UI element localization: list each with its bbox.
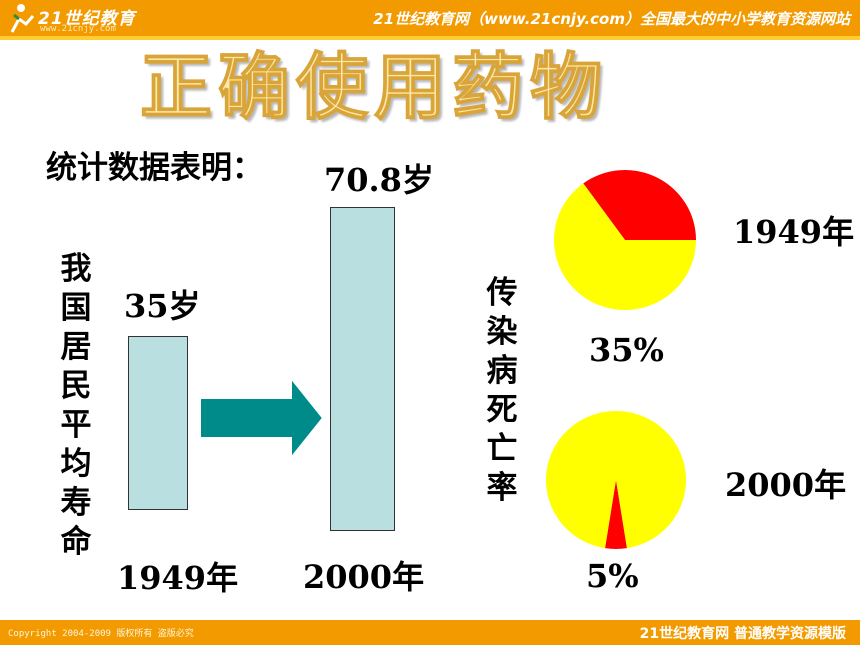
pie-1949-label: 35% [589,331,664,369]
pie-1949-slice-0 [583,170,696,240]
pie-2000-label: 5% [586,557,639,595]
slide-title: 正确使用药物 [139,44,609,130]
footer-bar [0,620,860,645]
life-axis-label: 我国居民平均寿命 [60,251,92,560]
bar-2000-value: 70.8岁 [324,161,434,199]
bar-1949-value: 35岁 [124,287,201,325]
header-bar [0,0,860,36]
footer-copyright: Copyright 2004-2009 版权所有 盗版必究 [8,629,194,639]
pie-2000-title: 2000年 [725,466,847,504]
pie-1949-title: 1949年 [733,213,855,251]
bar-2000-category: 2000年 [303,558,425,596]
header-stripe [0,36,860,40]
pie-1949-slice-1 [554,183,696,311]
logo-text: 21世纪教育 [38,9,136,29]
bar-2000 [330,207,395,531]
bar-1949-category: 1949年 [117,559,239,597]
site-slogan: 21世纪教育网（www.21cnjy.com）全国最大的中小学教育资源网站 [373,10,850,28]
bar-1949 [128,336,188,510]
pie-2000-slice-0 [605,480,627,550]
slide-subtitle: 统计数据表明： [46,150,263,186]
runner-icon [10,4,35,33]
death-axis-label: 传染病死亡率 [486,275,518,506]
pie-1949 [554,170,696,311]
logo-url: www.21cnjy.com [40,24,116,34]
pie-2000-slice-1 [546,411,687,549]
pie-2000 [546,411,687,550]
site-logo[interactable]: 21世纪教育 www.21cnjy.com [4,2,194,36]
footer-brand: 21世纪教育网 普通教学资源模版 [639,626,846,642]
